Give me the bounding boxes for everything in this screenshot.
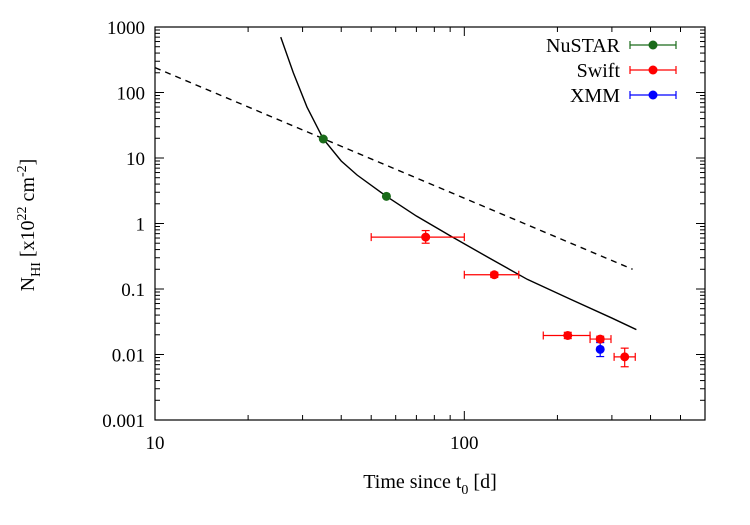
swift-point (421, 232, 431, 242)
curves (154, 36, 637, 331)
axis-ticks: 0.001 0.01 0.1 1 10 100 1000 10 100 (102, 18, 705, 454)
legend-label-xmm: XMM (570, 85, 620, 107)
swift-point (563, 331, 573, 341)
y-tick-label: 1 (136, 215, 146, 236)
swift-point (489, 270, 499, 280)
xmm-point (595, 344, 605, 354)
swift-point (620, 352, 630, 362)
legend-marker-swift (648, 65, 658, 75)
legend-label-nustar: NuSTAR (546, 35, 621, 57)
legend: NuSTAR Swift XMM (546, 35, 677, 107)
y-tick-label: 10 (126, 149, 145, 170)
swift-point (595, 334, 605, 344)
nustar-point (381, 191, 391, 201)
y-tick-label: 0.1 (121, 280, 145, 301)
x-tick-label: 10 (146, 433, 165, 454)
legend-label-swift: Swift (577, 60, 621, 82)
y-tick-label: 0.01 (112, 346, 145, 367)
legend-marker-nustar (648, 40, 658, 50)
y-axis-label: NHI [x1022 cm-2] (15, 159, 44, 292)
y-tick-label: 100 (117, 84, 146, 105)
data-points (318, 134, 630, 362)
y-tick-label: 0.001 (102, 411, 145, 432)
y-tick-label: 1000 (107, 18, 145, 39)
error-bars (370, 229, 636, 368)
nustar-point (318, 134, 328, 144)
legend-marker-xmm (648, 90, 658, 100)
x-axis-label: Time since t0 [d] (363, 471, 496, 498)
x-tick-label: 100 (450, 433, 479, 454)
dashed-model-curve (154, 66, 633, 270)
solid-model-curve (280, 36, 637, 331)
